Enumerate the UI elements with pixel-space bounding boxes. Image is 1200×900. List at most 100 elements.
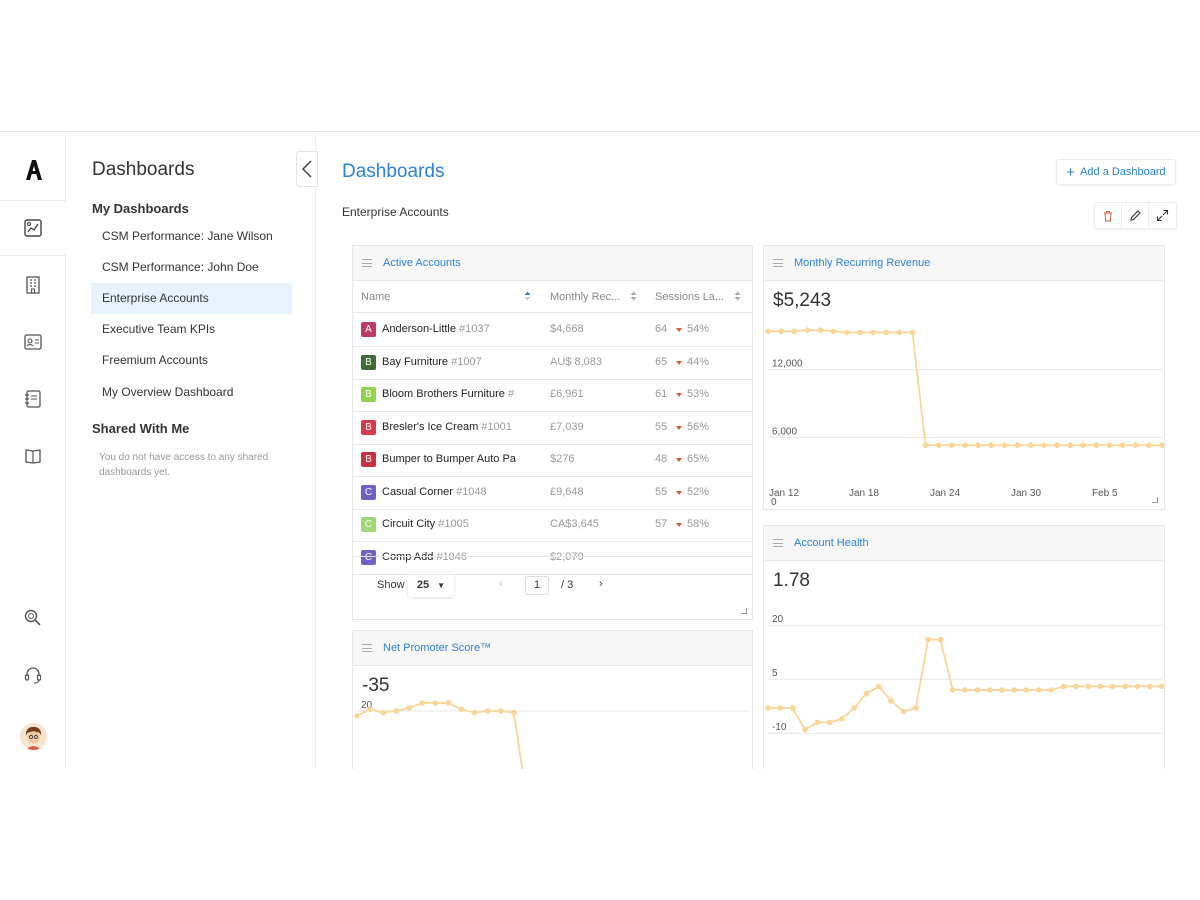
sort-icon[interactable] [734,291,741,301]
rail-notes[interactable] [0,371,66,427]
table-row[interactable]: C Casual Corner #1048 £9,648 55 52% [353,477,752,510]
data-point[interactable] [888,698,894,704]
data-point[interactable] [870,329,876,336]
data-point[interactable] [1011,687,1018,693]
data-point[interactable] [883,329,889,336]
data-point[interactable] [1109,683,1116,690]
data-point[interactable] [1067,442,1073,449]
collapse-panel-button[interactable] [296,151,318,187]
data-point[interactable] [789,705,796,711]
data-point[interactable] [863,690,870,697]
data-point[interactable] [791,328,798,335]
data-point[interactable] [851,705,857,711]
data-point[interactable] [777,705,784,711]
data-point[interactable] [826,719,833,726]
data-point[interactable] [912,705,919,711]
drag-handle-icon[interactable] [362,644,372,652]
col-name[interactable]: Name [361,291,391,303]
data-point[interactable] [380,709,386,716]
data-point[interactable] [962,442,968,449]
data-point[interactable] [839,716,845,722]
table-row[interactable]: B Bloom Brothers Furniture # £6,961 61 53% [353,379,752,412]
account-name[interactable]: Bumper to Bumper Auto Pa [382,453,522,465]
data-point[interactable] [1085,683,1091,690]
data-point[interactable] [1146,683,1153,690]
nav-item-csm-jane[interactable]: CSM Performance: Jane Wilson [102,229,273,243]
data-point[interactable] [1001,442,1008,449]
data-point[interactable] [896,329,903,336]
data-point[interactable] [778,328,784,335]
rail-support[interactable] [0,647,66,703]
data-point[interactable] [962,687,968,693]
data-point[interactable] [909,329,916,336]
data-point[interactable] [1027,442,1034,449]
widget-title[interactable]: Active Accounts [383,257,461,269]
data-point[interactable] [999,687,1005,693]
account-name[interactable]: Casual Corner #1048 [382,486,522,498]
data-point[interactable] [830,328,837,335]
sort-asc-icon[interactable] [524,291,531,301]
fullscreen-button[interactable] [1149,203,1176,228]
data-point[interactable] [974,687,981,693]
data-point[interactable] [937,636,944,643]
edit-button[interactable] [1122,203,1149,228]
data-point[interactable] [1060,683,1067,690]
rail-search[interactable] [0,590,66,646]
data-point[interactable] [497,708,504,714]
data-point[interactable] [354,713,360,719]
data-point[interactable] [471,709,478,716]
table-row[interactable]: B Bumper to Bumper Auto Pa $276 48 65% [353,444,752,477]
account-name[interactable]: Bloom Brothers Furniture # [382,388,522,400]
data-point[interactable] [1048,687,1054,693]
data-point[interactable] [445,700,452,706]
data-point[interactable] [1134,683,1141,690]
data-point[interactable] [1014,442,1021,449]
rail-library[interactable] [0,428,66,484]
rail-dashboards[interactable] [0,200,66,256]
table-row[interactable]: B Bresler's Ice Cream #1001 £7,039 55 56% [353,412,752,445]
page-size-select[interactable]: 25 ▼ [408,573,454,597]
data-point[interactable] [1132,442,1139,449]
data-point[interactable] [765,705,771,711]
data-point[interactable] [1054,442,1060,449]
rail-contacts[interactable] [0,314,66,370]
col-sessions[interactable]: Sessions La... [655,291,725,303]
data-point[interactable] [1093,442,1100,449]
data-point[interactable] [817,327,824,333]
account-name[interactable]: Bay Furniture #1007 [382,356,522,368]
logo-icon[interactable] [22,158,46,182]
nav-item-my-overview[interactable]: My Overview Dashboard [102,385,234,399]
data-point[interactable] [393,708,399,714]
data-point[interactable] [1146,442,1152,449]
table-row[interactable]: A Anderson-Little #1037 $4,668 64 54% [353,314,752,347]
widget-title[interactable]: Account Health [794,537,869,549]
data-point[interactable] [1023,687,1030,693]
resize-handle-icon[interactable] [1152,497,1158,503]
data-point[interactable] [1097,683,1104,690]
avatar[interactable] [20,723,47,750]
nav-item-enterprise-accounts[interactable]: Enterprise Accounts [91,283,292,314]
data-point[interactable] [484,708,491,714]
table-row[interactable]: C Comp Add #1046 $2,079 [353,542,752,575]
col-monthly-revenue[interactable]: Monthly Rec... [550,291,621,303]
widget-title[interactable]: Net Promoter Score™ [383,642,492,654]
prev-page-icon[interactable]: ‹ [499,578,503,590]
data-point[interactable] [419,700,426,706]
data-point[interactable] [1119,442,1126,449]
drag-handle-icon[interactable] [773,259,783,267]
add-dashboard-button[interactable]: + Add a Dashboard [1056,159,1176,185]
drag-handle-icon[interactable] [773,539,783,547]
account-name[interactable]: Circuit City #1005 [382,518,522,530]
data-point[interactable] [1080,442,1086,449]
nav-item-executive-kpis[interactable]: Executive Team KPIs [102,322,216,336]
resize-handle-icon[interactable] [741,608,747,614]
data-point[interactable] [406,705,413,711]
data-point[interactable] [511,709,517,716]
data-point[interactable] [765,328,771,335]
rail-accounts[interactable] [0,257,66,313]
data-point[interactable] [802,726,808,733]
data-point[interactable] [925,636,931,643]
data-point[interactable] [432,700,439,706]
data-point[interactable] [949,442,955,449]
data-point[interactable] [1041,442,1047,449]
